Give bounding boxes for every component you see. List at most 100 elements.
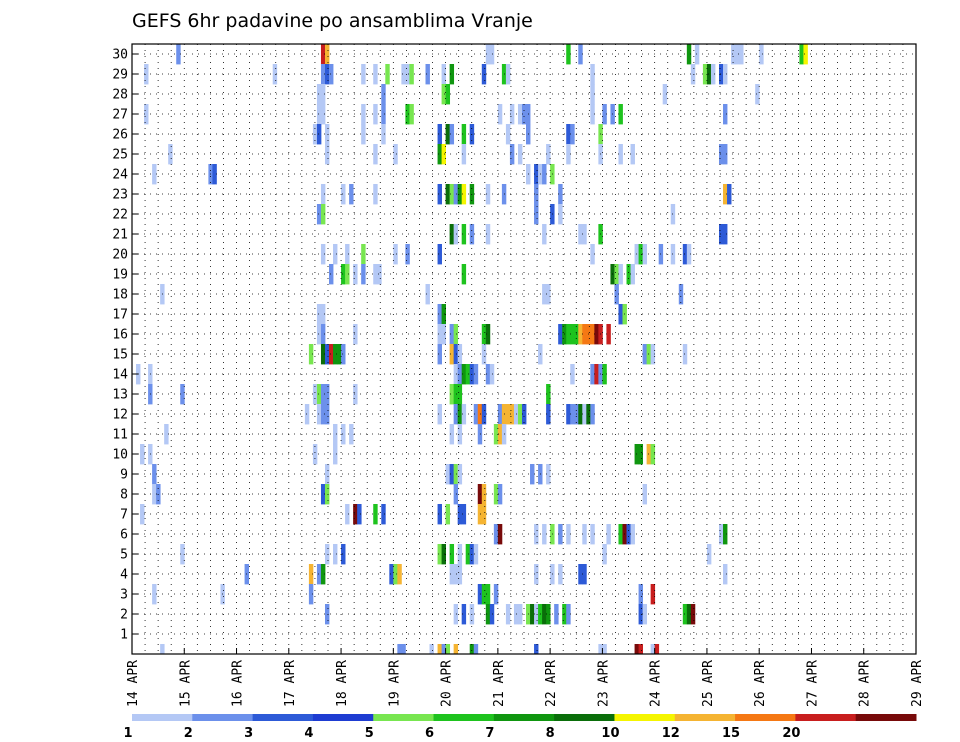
colorbar-swatch — [735, 714, 796, 721]
y-tick-label: 28 — [112, 88, 128, 103]
precip-cell — [477, 484, 483, 505]
precip-cell — [590, 84, 595, 105]
precip-cell — [308, 344, 314, 365]
precip-cell — [320, 304, 326, 325]
precip-cell — [373, 64, 378, 85]
precip-cell — [449, 384, 455, 405]
precip-cell — [602, 644, 607, 654]
precip-cell — [324, 484, 330, 505]
precip-cell — [453, 564, 459, 585]
precip-cell — [590, 524, 595, 545]
colorbar-swatch — [373, 714, 435, 721]
precip-cell — [578, 324, 583, 345]
colorbar-swatch — [614, 714, 676, 721]
precip-cell — [461, 604, 467, 625]
precip-cell — [598, 644, 603, 654]
precip-cell — [578, 44, 583, 65]
precip-cell — [401, 644, 406, 654]
precip-cell — [441, 304, 446, 325]
precip-cell — [558, 184, 563, 205]
x-tick-label: 22 APR — [544, 660, 559, 707]
precip-cell — [453, 404, 459, 425]
precip-cell — [337, 344, 342, 365]
x-tick-label: 18 APR — [335, 660, 350, 707]
precip-cell — [590, 364, 595, 385]
precip-cell — [530, 464, 535, 485]
precip-cell — [739, 44, 744, 65]
colorbar-label: 20 — [782, 726, 800, 741]
precip-cell — [333, 424, 338, 445]
y-tick-label: 29 — [112, 68, 128, 83]
colorbar-swatch — [554, 714, 615, 721]
precip-cell — [461, 264, 467, 285]
precip-cell — [324, 464, 330, 485]
x-tick-label: 23 APR — [596, 660, 611, 707]
x-tick-label: 19 APR — [387, 660, 402, 707]
y-tick-label: 6 — [120, 528, 128, 543]
precip-cell — [477, 584, 483, 605]
precip-cell — [320, 64, 326, 85]
precip-cell — [441, 544, 446, 565]
precip-cell — [542, 524, 547, 545]
precip-cell — [602, 364, 607, 385]
precip-cell — [570, 124, 575, 145]
precip-cell — [590, 244, 595, 265]
precip-cell — [333, 244, 338, 265]
precip-cell — [481, 344, 487, 365]
y-tick-label: 13 — [112, 388, 128, 403]
precip-cell — [329, 344, 334, 365]
precip-cell — [481, 64, 487, 85]
precip-cell — [554, 604, 559, 625]
precip-cell — [606, 324, 611, 345]
precip-cell — [341, 424, 346, 445]
y-tick-label: 9 — [120, 468, 128, 483]
precip-cell — [441, 324, 446, 345]
precip-cell — [662, 84, 668, 105]
precip-cell — [582, 564, 587, 585]
precip-cell — [401, 64, 406, 85]
precip-cell — [461, 504, 467, 525]
precip-cell — [642, 244, 648, 265]
precip-cell — [582, 224, 587, 245]
precip-cell — [152, 464, 157, 485]
precip-cell — [578, 404, 583, 425]
precip-cell — [590, 104, 595, 125]
y-tick-label: 26 — [112, 128, 128, 143]
precip-cell — [461, 124, 467, 145]
precip-cell — [485, 224, 491, 245]
precip-cell — [353, 324, 358, 345]
y-tick-label: 2 — [120, 608, 128, 623]
precip-cell — [445, 644, 451, 654]
precip-cell — [706, 64, 712, 85]
precip-cell — [333, 344, 338, 365]
precip-cell — [320, 384, 326, 405]
precip-cell — [441, 84, 446, 105]
x-tick-label: 28 APR — [858, 660, 873, 707]
y-tick-label: 11 — [112, 428, 128, 443]
precip-cell — [481, 484, 487, 505]
colorbar-swatch — [795, 714, 857, 721]
precip-cell — [542, 284, 547, 305]
precip-cell — [393, 564, 398, 585]
precip-cell — [373, 184, 378, 205]
precip-cell — [493, 584, 499, 605]
x-tick-label: 17 APR — [283, 660, 298, 707]
precip-cell — [534, 524, 539, 545]
precip-cell — [682, 604, 688, 625]
precip-cell — [718, 524, 724, 545]
colorbar-swatch — [493, 714, 555, 721]
precip-cell — [180, 384, 185, 405]
precip-cell — [759, 44, 764, 65]
precip-cell — [473, 544, 479, 565]
precip-cell — [614, 264, 619, 285]
precip-cell — [546, 464, 551, 485]
precip-cell — [509, 404, 515, 425]
plot-frame — [131, 43, 917, 655]
precip-cell — [361, 264, 366, 285]
colorbar-swatch — [192, 714, 254, 721]
precip-cell — [316, 104, 322, 125]
precip-cell — [735, 44, 740, 65]
precip-cell — [493, 424, 499, 445]
colorbar-label: 8 — [546, 726, 555, 741]
precip-cell — [678, 284, 684, 305]
